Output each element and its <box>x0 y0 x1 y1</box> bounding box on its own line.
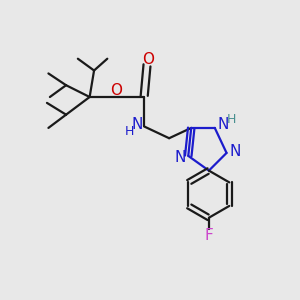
Text: F: F <box>205 228 213 243</box>
Text: H: H <box>226 113 236 126</box>
Text: N: N <box>131 118 142 133</box>
Text: N: N <box>217 117 229 132</box>
Text: O: O <box>110 83 122 98</box>
Text: H: H <box>125 125 134 138</box>
Text: N: N <box>229 144 241 159</box>
Text: O: O <box>142 52 154 67</box>
Text: N: N <box>174 150 186 165</box>
